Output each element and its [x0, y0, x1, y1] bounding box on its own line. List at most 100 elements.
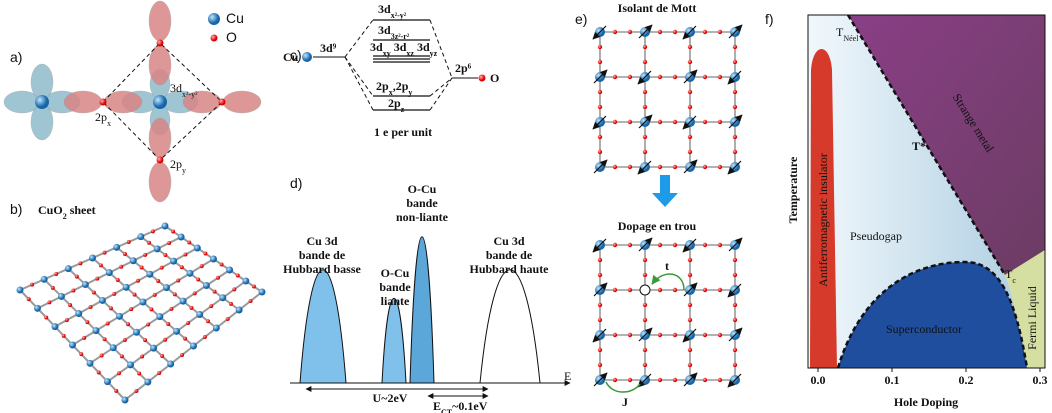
label-sub: xy [383, 49, 391, 58]
region-label: Pseudogap [850, 229, 902, 243]
o-atom [123, 338, 127, 342]
hole [640, 285, 650, 295]
o-atom [193, 291, 197, 295]
label: 2px,2py [376, 79, 412, 97]
band-label: O-Cu [381, 266, 410, 280]
label-main: 2p [376, 79, 389, 93]
o-atom [688, 105, 692, 109]
o-atom [100, 99, 107, 106]
o-atom [126, 322, 130, 326]
cu-atom [156, 313, 163, 320]
o-atom [688, 363, 692, 367]
band-label: O-Cu [408, 182, 437, 196]
o-atom [643, 363, 647, 367]
cu-atom [58, 293, 65, 300]
o-atom [114, 389, 118, 393]
cu-atom [180, 298, 187, 305]
o-atom [82, 336, 86, 340]
o-atom [196, 277, 200, 281]
o-atom [598, 273, 602, 277]
o-atom [643, 318, 647, 322]
label-main: ,2p [393, 79, 409, 93]
o-atom [673, 288, 677, 292]
cu-atom [123, 284, 130, 291]
o-atom [613, 30, 617, 34]
o-atom [127, 240, 131, 244]
o-atom [628, 288, 632, 292]
o-atom [47, 300, 51, 304]
o-atom [628, 378, 632, 382]
label: 2py [170, 157, 186, 175]
o-atom [733, 348, 737, 352]
label-sub: x²-y² [182, 90, 198, 99]
o-atom [613, 288, 617, 292]
o-atom [97, 371, 101, 375]
o-atom [673, 30, 677, 34]
o-atom [643, 303, 647, 307]
cu-atom [113, 244, 120, 251]
o-atom [703, 30, 707, 34]
o-atom [598, 258, 602, 262]
o-atom [106, 322, 110, 326]
connector [345, 57, 373, 110]
cu-atom [93, 327, 100, 334]
band-peak [410, 237, 434, 383]
o-atom [643, 135, 647, 139]
band-label: bande de [486, 248, 533, 262]
o-atom [103, 251, 107, 255]
o-atom [65, 318, 69, 322]
o-atom [134, 389, 138, 393]
band-label: Cu 3d [306, 234, 337, 248]
band-label: non-liante [396, 210, 449, 224]
o-atom [673, 120, 677, 124]
orbital-lobe [149, 162, 171, 202]
o-atom [479, 75, 486, 82]
o-atom [628, 75, 632, 79]
o-atom [658, 288, 662, 292]
o-atom [75, 275, 79, 279]
o-atom [718, 75, 722, 79]
legend-label: O [226, 29, 237, 45]
o-atom [117, 371, 121, 375]
o-atom [643, 60, 647, 64]
o-atom [79, 352, 83, 356]
label-main: 3d [170, 81, 182, 95]
label: 1 e per unit [374, 125, 432, 139]
label-main: 3d [378, 23, 391, 37]
o-atom [688, 135, 692, 139]
o-atom [718, 243, 722, 247]
o-atom [703, 75, 707, 79]
o-atom [109, 306, 113, 310]
orbital-lobe [223, 91, 261, 113]
o-atom [213, 290, 217, 294]
band-peak [300, 270, 346, 383]
o-atom [628, 30, 632, 34]
label-main: 3d [378, 2, 391, 16]
o-atom [598, 318, 602, 322]
o-atom [733, 45, 737, 49]
cu-atom [17, 287, 24, 294]
cu-atom [150, 345, 157, 352]
o-atom [688, 318, 692, 322]
band-label: Cu 3d [493, 234, 524, 248]
o-atom [183, 253, 187, 257]
o-atom [613, 75, 617, 79]
label: Isolant de Mott [618, 1, 697, 15]
o-atom [78, 261, 82, 265]
label-main: E [433, 399, 441, 413]
o-atom [123, 252, 127, 256]
o-atom [643, 45, 647, 49]
cu-atom [219, 294, 226, 301]
label: J [622, 395, 628, 409]
o-atom [203, 252, 207, 256]
o-atom [628, 243, 632, 247]
o-atom [658, 165, 662, 169]
cu-atom [144, 379, 151, 386]
o-atom [658, 120, 662, 124]
o-atom [206, 319, 210, 323]
o-atom [71, 289, 75, 293]
o-atom [166, 322, 170, 326]
doping-arrow [652, 175, 678, 207]
label-sub: x²-y² [391, 11, 407, 20]
cu-atom [130, 257, 137, 264]
